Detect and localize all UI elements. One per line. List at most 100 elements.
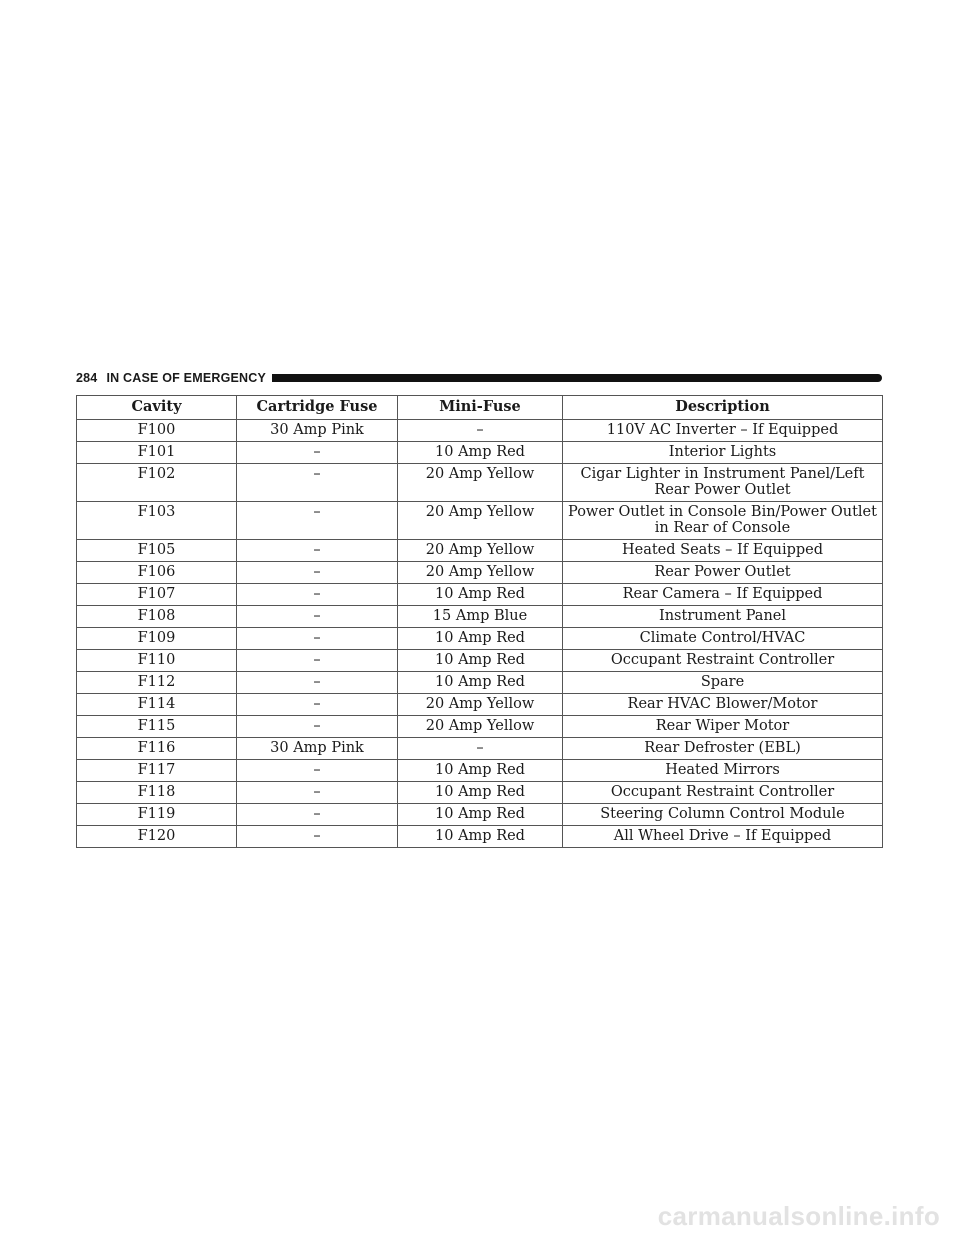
- cell-description: Cigar Lighter in Instrument Panel/Left R…: [562, 463, 883, 502]
- page-number: 284: [76, 371, 98, 385]
- cell-mini-fuse: 10 Amp Red: [397, 759, 563, 782]
- cell-cavity: F116: [76, 737, 237, 760]
- table-row: F106 – 20 Amp Yellow Rear Power Outlet: [76, 561, 883, 584]
- column-header-description: Description: [562, 395, 883, 420]
- cell-mini-fuse: –: [397, 737, 563, 760]
- cell-description: Heated Seats – If Equipped: [562, 539, 883, 562]
- cell-mini-fuse: 10 Amp Red: [397, 781, 563, 804]
- cell-mini-fuse: –: [397, 419, 563, 442]
- cell-cavity: F115: [76, 715, 237, 738]
- table-row: F120 – 10 Amp Red All Wheel Drive – If E…: [76, 825, 883, 848]
- cell-cartridge-fuse: –: [236, 561, 398, 584]
- cell-description: Spare: [562, 671, 883, 694]
- cell-cartridge-fuse: –: [236, 715, 398, 738]
- cell-cavity: F120: [76, 825, 237, 848]
- table-row: F118 – 10 Amp Red Occupant Restraint Con…: [76, 781, 883, 804]
- column-header-mini-fuse: Mini-Fuse: [397, 395, 563, 420]
- table-row: F112 – 10 Amp Red Spare: [76, 671, 883, 694]
- cell-cavity: F100: [76, 419, 237, 442]
- cell-description: Occupant Restraint Controller: [562, 781, 883, 804]
- cell-description: 110V AC Inverter – If Equipped: [562, 419, 883, 442]
- cell-description: Rear Defroster (EBL): [562, 737, 883, 760]
- column-header-cavity: Cavity: [76, 395, 237, 420]
- section-title: IN CASE OF EMERGENCY: [106, 371, 267, 385]
- column-header-cartridge-fuse: Cartridge Fuse: [236, 395, 398, 420]
- cell-mini-fuse: 20 Amp Yellow: [397, 693, 563, 716]
- table-row: F110 – 10 Amp Red Occupant Restraint Con…: [76, 649, 883, 672]
- cell-mini-fuse: 20 Amp Yellow: [397, 561, 563, 584]
- cell-mini-fuse: 10 Amp Red: [397, 583, 563, 606]
- table-header-row: Cavity Cartridge Fuse Mini-Fuse Descript…: [76, 395, 883, 420]
- cell-cartridge-fuse: –: [236, 463, 398, 502]
- table-row: F101 – 10 Amp Red Interior Lights: [76, 441, 883, 464]
- cell-description: Rear Camera – If Equipped: [562, 583, 883, 606]
- table-row: F114 – 20 Amp Yellow Rear HVAC Blower/Mo…: [76, 693, 883, 716]
- cell-cavity: F108: [76, 605, 237, 628]
- table-row: F115 – 20 Amp Yellow Rear Wiper Motor: [76, 715, 883, 738]
- header-rule: [272, 374, 882, 382]
- cell-cartridge-fuse: –: [236, 605, 398, 628]
- cell-cavity: F101: [76, 441, 237, 464]
- cell-cavity: F112: [76, 671, 237, 694]
- cell-description: Rear Wiper Motor: [562, 715, 883, 738]
- cell-mini-fuse: 10 Amp Red: [397, 803, 563, 826]
- cell-cartridge-fuse: –: [236, 781, 398, 804]
- cell-mini-fuse: 10 Amp Red: [397, 627, 563, 650]
- cell-cartridge-fuse: –: [236, 583, 398, 606]
- cell-cartridge-fuse: –: [236, 441, 398, 464]
- table-row: F105 – 20 Amp Yellow Heated Seats – If E…: [76, 539, 883, 562]
- table-row: F117 – 10 Amp Red Heated Mirrors: [76, 759, 883, 782]
- cell-description: Climate Control/HVAC: [562, 627, 883, 650]
- cell-description: Power Outlet in Console Bin/Power Outlet…: [562, 501, 883, 540]
- cell-description: Rear HVAC Blower/Motor: [562, 693, 883, 716]
- cell-mini-fuse: 10 Amp Red: [397, 671, 563, 694]
- cell-cartridge-fuse: 30 Amp Pink: [236, 737, 398, 760]
- cell-cartridge-fuse: –: [236, 759, 398, 782]
- table-row: F109 – 10 Amp Red Climate Control/HVAC: [76, 627, 883, 650]
- cell-description: Interior Lights: [562, 441, 883, 464]
- watermark: carmanualsonline.info: [657, 1201, 940, 1231]
- cell-cavity: F102: [76, 463, 237, 502]
- cell-description: Occupant Restraint Controller: [562, 649, 883, 672]
- cell-mini-fuse: 10 Amp Red: [397, 441, 563, 464]
- cell-cartridge-fuse: –: [236, 671, 398, 694]
- cell-cavity: F114: [76, 693, 237, 716]
- cell-cartridge-fuse: 30 Amp Pink: [236, 419, 398, 442]
- cell-mini-fuse: 20 Amp Yellow: [397, 501, 563, 540]
- table-row: F119 – 10 Amp Red Steering Column Contro…: [76, 803, 883, 826]
- cell-mini-fuse: 10 Amp Red: [397, 649, 563, 672]
- cell-description: Steering Column Control Module: [562, 803, 883, 826]
- cell-cartridge-fuse: –: [236, 803, 398, 826]
- cell-cavity: F110: [76, 649, 237, 672]
- cell-cavity: F117: [76, 759, 237, 782]
- cell-description: Rear Power Outlet: [562, 561, 883, 584]
- cell-mini-fuse: 20 Amp Yellow: [397, 539, 563, 562]
- table-row: F102 – 20 Amp Yellow Cigar Lighter in In…: [76, 463, 883, 502]
- table-row: F108 – 15 Amp Blue Instrument Panel: [76, 605, 883, 628]
- cell-description: All Wheel Drive – If Equipped: [562, 825, 883, 848]
- cell-mini-fuse: 20 Amp Yellow: [397, 463, 563, 502]
- cell-mini-fuse: 20 Amp Yellow: [397, 715, 563, 738]
- cell-cavity: F107: [76, 583, 237, 606]
- cell-description: Instrument Panel: [562, 605, 883, 628]
- cell-cartridge-fuse: –: [236, 539, 398, 562]
- cell-cartridge-fuse: –: [236, 649, 398, 672]
- cell-cavity: F119: [76, 803, 237, 826]
- cell-description: Heated Mirrors: [562, 759, 883, 782]
- table-row: F116 30 Amp Pink – Rear Defroster (EBL): [76, 737, 883, 760]
- cell-cartridge-fuse: –: [236, 627, 398, 650]
- cell-cartridge-fuse: –: [236, 693, 398, 716]
- cell-mini-fuse: 10 Amp Red: [397, 825, 563, 848]
- table-row: F107 – 10 Amp Red Rear Camera – If Equip…: [76, 583, 883, 606]
- table-row: F103 – 20 Amp Yellow Power Outlet in Con…: [76, 501, 883, 540]
- cell-cavity: F103: [76, 501, 237, 540]
- fuse-table: Cavity Cartridge Fuse Mini-Fuse Descript…: [76, 395, 883, 848]
- cell-cartridge-fuse: –: [236, 501, 398, 540]
- cell-cartridge-fuse: –: [236, 825, 398, 848]
- page-header: 284 IN CASE OF EMERGENCY: [76, 371, 882, 385]
- cell-cavity: F106: [76, 561, 237, 584]
- table-row: F100 30 Amp Pink – 110V AC Inverter – If…: [76, 419, 883, 442]
- cell-cavity: F105: [76, 539, 237, 562]
- cell-cavity: F109: [76, 627, 237, 650]
- cell-mini-fuse: 15 Amp Blue: [397, 605, 563, 628]
